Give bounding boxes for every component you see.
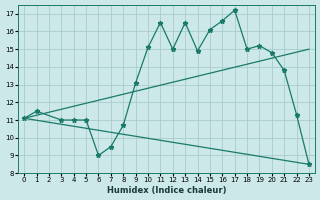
X-axis label: Humidex (Indice chaleur): Humidex (Indice chaleur) [107,186,226,195]
